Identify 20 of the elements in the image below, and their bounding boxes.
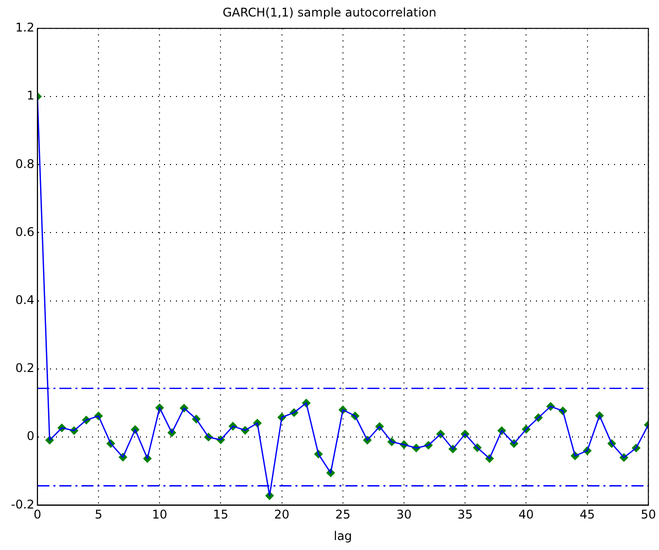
y-tick-label: 0.2: [15, 361, 34, 376]
x-tick-label: 25: [335, 508, 351, 522]
x-axis-title: lag: [334, 528, 352, 543]
y-tick-label: 0.6: [15, 224, 34, 239]
y-tick-label: 0: [26, 429, 34, 444]
x-tick-label: 30: [396, 508, 412, 522]
y-tick-label: 1.2: [15, 20, 34, 35]
chart-title: GARCH(1,1) sample autocorrelation: [222, 5, 436, 20]
y-tick-label: 0.4: [15, 292, 34, 307]
x-tick-label: 20: [274, 508, 290, 522]
y-tick-label: 0.8: [15, 156, 34, 171]
y-tick-label: -0.2: [10, 497, 34, 512]
x-tick-label: 5: [94, 508, 102, 522]
x-tick-label: 35: [457, 508, 473, 522]
x-tick-label: 15: [213, 508, 228, 522]
x-tick-label: 10: [152, 508, 168, 522]
x-tick-label: 40: [518, 508, 534, 522]
x-tick-label: 50: [640, 508, 656, 522]
y-tick-label: 1: [26, 88, 34, 103]
x-tick-label: 45: [580, 508, 595, 522]
